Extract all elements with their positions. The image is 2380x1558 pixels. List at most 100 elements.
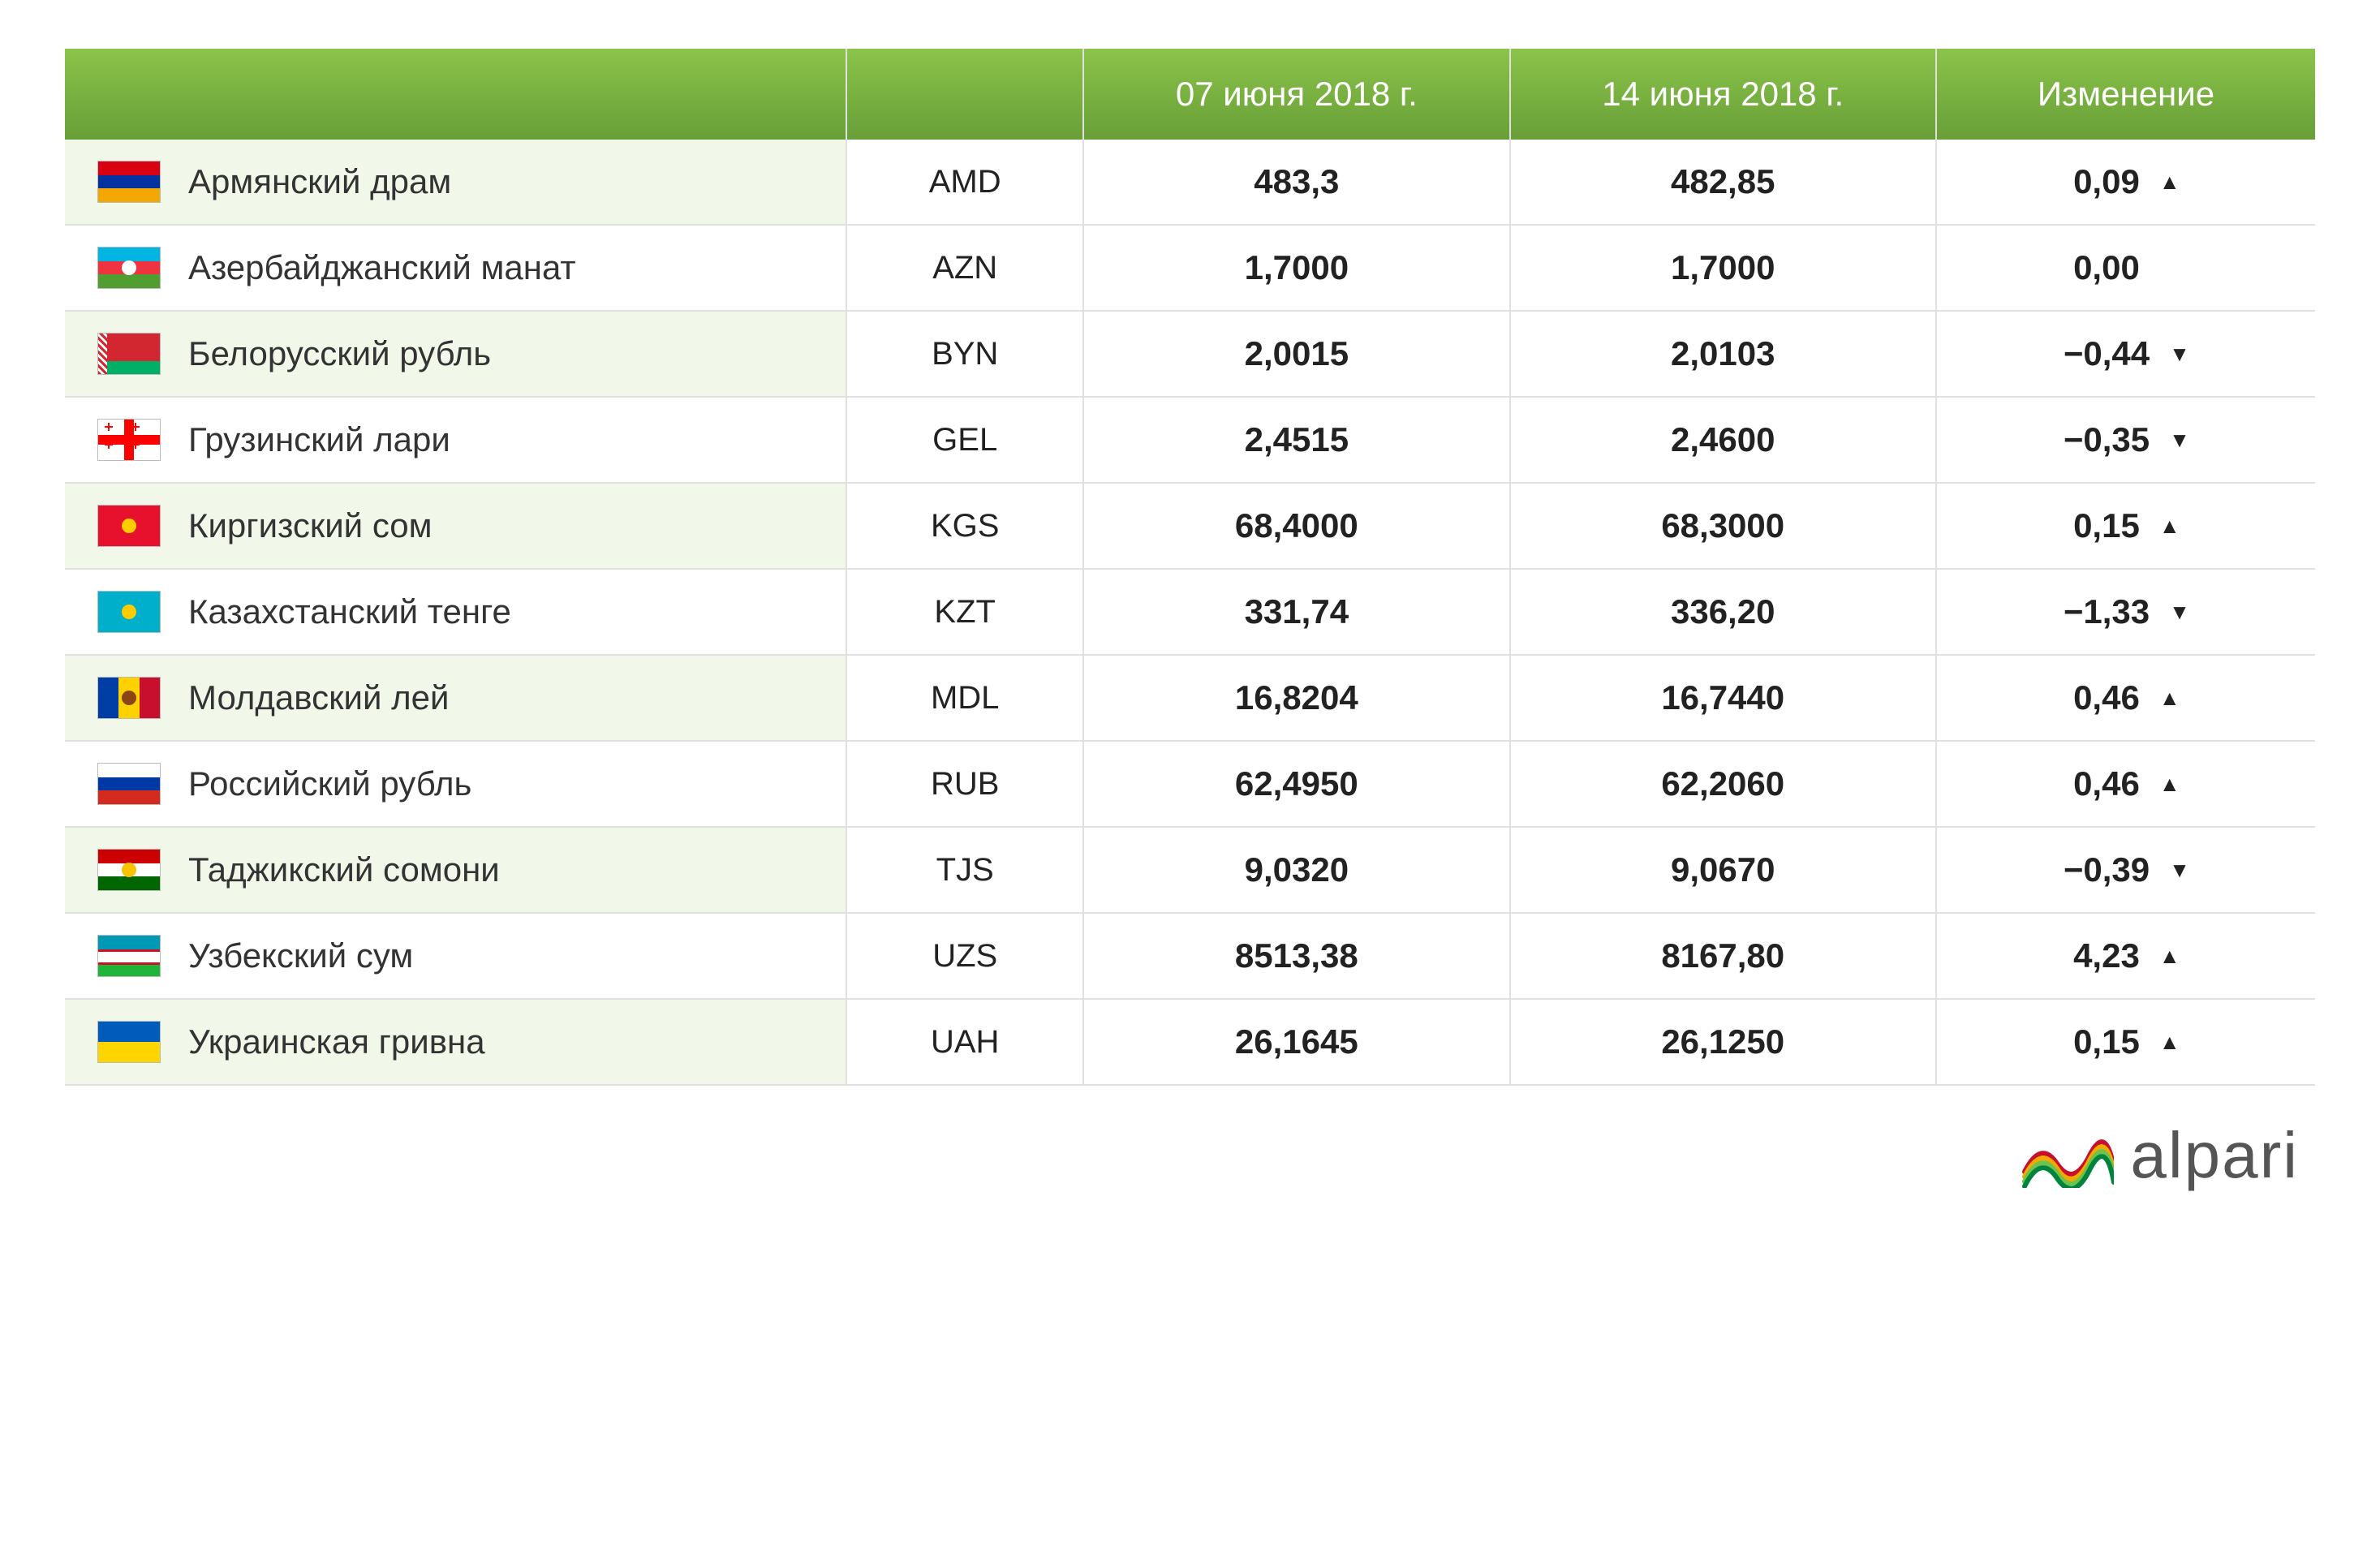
value-date2: 26,1250 <box>1510 999 1936 1085</box>
flag-icon <box>97 1021 161 1063</box>
value-date2: 68,3000 <box>1510 483 1936 569</box>
table-row: Казахстанский тенге KZT331,74336,20−1,33▼ <box>65 569 2315 655</box>
change-cell: −1,33▼ <box>1936 569 2315 655</box>
value-date1: 331,74 <box>1083 569 1509 655</box>
value-date1: 9,0320 <box>1083 827 1509 913</box>
table-row: Белорусский рубльBYN2,00152,0103−0,44▼ <box>65 311 2315 397</box>
value-date2: 1,7000 <box>1510 225 1936 311</box>
flag-icon <box>97 763 161 805</box>
currency-name-cell: Азербайджанский манат <box>65 225 846 311</box>
value-date1: 2,4515 <box>1083 397 1509 483</box>
logo-text: alpari <box>2130 1118 2299 1193</box>
currency-name: Белорусский рубль <box>188 334 491 373</box>
change-cell: −0,44▼ <box>1936 311 2315 397</box>
table-row: Армянский драм AMD483,3482,85 0,09 ▲ <box>65 140 2315 225</box>
currency-name-cell: Таджикский сомони <box>65 827 846 913</box>
flag-icon <box>97 935 161 977</box>
header-change: Изменение <box>1936 49 2315 140</box>
header-code <box>846 49 1083 140</box>
table-row: Узбекский сум UZS8513,388167,80 4,23 ▲ <box>65 913 2315 999</box>
currency-name-cell: Грузинский лари <box>65 397 846 483</box>
change-value: −0,39 <box>2064 850 2150 889</box>
currency-name: Молдавский лей <box>188 678 449 717</box>
arrow-down-icon: ▼ <box>2169 858 2188 883</box>
change-cell: 0,46 ▲ <box>1936 741 2315 827</box>
change-cell: 0,00 <box>1936 225 2315 311</box>
flag-icon <box>97 247 161 289</box>
change-cell: 0,15 ▲ <box>1936 483 2315 569</box>
value-date2: 8167,80 <box>1510 913 1936 999</box>
arrow-up-icon: ▲ <box>2159 772 2179 797</box>
currency-table: 07 июня 2018 г. 14 июня 2018 г. Изменени… <box>65 49 2315 1086</box>
currency-name: Казахстанский тенге <box>188 592 511 631</box>
currency-name-cell: Казахстанский тенге <box>65 569 846 655</box>
value-date1: 2,0015 <box>1083 311 1509 397</box>
currency-code: AZN <box>846 225 1083 311</box>
change-value: 0,15 <box>2073 506 2140 545</box>
currency-code: UZS <box>846 913 1083 999</box>
value-date1: 16,8204 <box>1083 655 1509 741</box>
table-header-row: 07 июня 2018 г. 14 июня 2018 г. Изменени… <box>65 49 2315 140</box>
value-date1: 483,3 <box>1083 140 1509 225</box>
value-date2: 2,4600 <box>1510 397 1936 483</box>
currency-code: AMD <box>846 140 1083 225</box>
change-value: 0,46 <box>2073 678 2140 717</box>
currency-name-cell: Белорусский рубль <box>65 311 846 397</box>
value-date2: 482,85 <box>1510 140 1936 225</box>
currency-name-cell: Узбекский сум <box>65 913 846 999</box>
arrow-up-icon: ▲ <box>2159 514 2179 539</box>
currency-code: TJS <box>846 827 1083 913</box>
arrow-down-icon: ▼ <box>2169 428 2188 453</box>
currency-name: Азербайджанский манат <box>188 248 576 287</box>
arrow-down-icon: ▼ <box>2169 600 2188 625</box>
change-value: 0,15 <box>2073 1022 2140 1061</box>
currency-code: KZT <box>846 569 1083 655</box>
currency-name: Украинская гривна <box>188 1022 485 1061</box>
currency-code: GEL <box>846 397 1083 483</box>
change-value: 0,46 <box>2073 764 2140 803</box>
change-cell: −0,35 ▼ <box>1936 397 2315 483</box>
change-value: 0,09 <box>2073 162 2140 201</box>
value-date1: 68,4000 <box>1083 483 1509 569</box>
value-date1: 1,7000 <box>1083 225 1509 311</box>
value-date1: 8513,38 <box>1083 913 1509 999</box>
header-date1: 07 июня 2018 г. <box>1083 49 1509 140</box>
flag-icon <box>97 677 161 719</box>
currency-name: Российский рубль <box>188 764 471 803</box>
value-date1: 62,4950 <box>1083 741 1509 827</box>
table-row: Киргизский сомKGS68,400068,30000,15▲ <box>65 483 2315 569</box>
arrow-up-icon: ▲ <box>2159 944 2179 969</box>
value-date2: 9,0670 <box>1510 827 1936 913</box>
value-date2: 16,7440 <box>1510 655 1936 741</box>
change-cell: 4,23 ▲ <box>1936 913 2315 999</box>
change-value: −0,35 <box>2064 420 2150 459</box>
flag-icon <box>97 161 161 203</box>
flag-icon <box>97 419 161 461</box>
table-row: Российский рубльRUB62,495062,20600,46▲ <box>65 741 2315 827</box>
header-name <box>65 49 846 140</box>
currency-code: MDL <box>846 655 1083 741</box>
value-date2: 336,20 <box>1510 569 1936 655</box>
currency-name-cell: Молдавский лей <box>65 655 846 741</box>
change-value: 0,00 <box>2073 248 2140 287</box>
flag-icon <box>97 591 161 633</box>
change-cell: 0,09 ▲ <box>1936 140 2315 225</box>
table-row: Украинская гривнаUAH26,164526,12500,15▲ <box>65 999 2315 1085</box>
currency-name-cell: Армянский драм <box>65 140 846 225</box>
table-row: Молдавский лейMDL16,820416,74400,46▲ <box>65 655 2315 741</box>
flag-icon <box>97 505 161 547</box>
currency-code: RUB <box>846 741 1083 827</box>
change-cell: −0,39 ▼ <box>1936 827 2315 913</box>
currency-name: Армянский драм <box>188 162 451 201</box>
arrow-up-icon: ▲ <box>2159 1030 2179 1055</box>
change-value: 4,23 <box>2073 936 2140 975</box>
arrow-up-icon: ▲ <box>2159 170 2179 195</box>
flag-icon <box>97 849 161 891</box>
table-row: Таджикский сомониTJS9,03209,0670 −0,39 ▼ <box>65 827 2315 913</box>
logo: alpari <box>65 1118 2315 1193</box>
change-value: −0,44 <box>2064 334 2150 373</box>
currency-code: BYN <box>846 311 1083 397</box>
header-date2: 14 июня 2018 г. <box>1510 49 1936 140</box>
currency-name: Узбекский сум <box>188 936 413 975</box>
currency-name: Грузинский лари <box>188 420 450 459</box>
